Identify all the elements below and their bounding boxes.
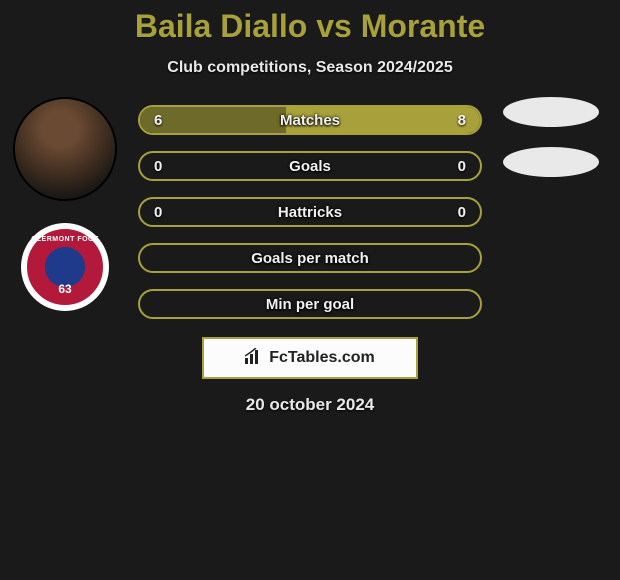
stat-value-left: 0 (154, 204, 162, 221)
club-badge-text: CLERMONT FOOT (30, 236, 100, 243)
player-avatar (15, 99, 115, 199)
stat-bar: Min per goal (138, 289, 482, 319)
stat-bar: Goals per match (138, 243, 482, 273)
stat-label: Goals (289, 158, 331, 175)
brand-box[interactable]: FcTables.com (202, 337, 418, 379)
comparison-panel: CLERMONT FOOT 63 6 8 Matches 0 0 Goals 0 0 Hattr… (0, 105, 620, 319)
stat-value-right: 0 (458, 158, 466, 175)
stat-bar: 6 8 Matches (138, 105, 482, 135)
bar-chart-icon (245, 348, 263, 369)
left-player-column: CLERMONT FOOT 63 (10, 99, 120, 311)
right-player-column (496, 97, 606, 177)
club-badge-inner: CLERMONT FOOT 63 (27, 229, 103, 305)
stat-value-left: 6 (154, 112, 162, 129)
stat-bar: 0 0 Goals (138, 151, 482, 181)
stat-label: Goals per match (251, 250, 369, 267)
stat-bar: 0 0 Hattricks (138, 197, 482, 227)
stat-value-left: 0 (154, 158, 162, 175)
club-placeholder (503, 147, 599, 177)
stat-bars: 6 8 Matches 0 0 Goals 0 0 Hattricks Goals per mat… (138, 105, 482, 319)
stat-value-right: 8 (458, 112, 466, 129)
page-title: Baila Diallo vs Morante (0, 0, 620, 45)
player-placeholder (503, 97, 599, 127)
stat-label: Matches (280, 112, 340, 129)
club-badge: CLERMONT FOOT 63 (21, 223, 109, 311)
footer-date: 20 october 2024 (0, 395, 620, 415)
club-badge-number: 63 (30, 282, 100, 296)
subtitle: Club competitions, Season 2024/2025 (0, 59, 620, 77)
stat-value-right: 0 (458, 204, 466, 221)
brand-text: FcTables.com (269, 349, 375, 367)
stat-label: Min per goal (266, 296, 354, 313)
stat-label: Hattricks (278, 204, 342, 221)
